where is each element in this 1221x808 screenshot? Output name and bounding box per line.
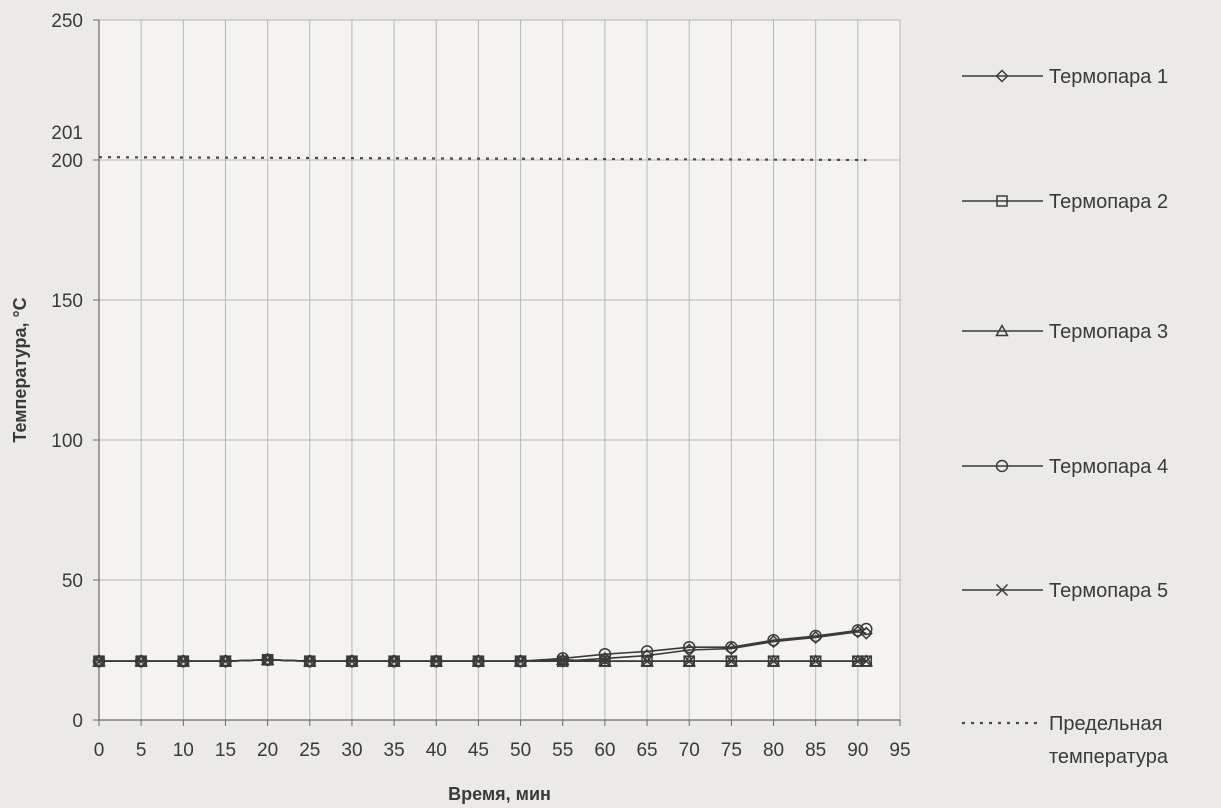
limit-line <box>98 156 867 162</box>
y-tick-label-0: 0 <box>72 711 83 732</box>
y-tick-label-250: 250 <box>51 11 83 32</box>
series-4-point-11 <box>556 652 569 665</box>
series-4-point-15 <box>725 640 738 654</box>
y-tick-labels: 0 50 100 150 200 250 201 <box>51 11 83 732</box>
y-tick-label-50: 50 <box>62 571 83 592</box>
series-5-point-9 <box>472 655 485 668</box>
x-tick-label-25: 25 <box>299 740 320 761</box>
series-5-point-19 <box>860 655 873 668</box>
grid <box>98 19 901 721</box>
series-5-point-1 <box>135 655 148 668</box>
x-tick-label-50: 50 <box>510 740 531 761</box>
legend-label-2: Термопара 2 <box>1049 191 1168 213</box>
limit-line-group <box>98 156 867 162</box>
y-tick-label-150: 150 <box>51 291 83 312</box>
y-tick-label-100: 100 <box>51 431 83 452</box>
series-5-point-4 <box>261 653 274 666</box>
legend-marker-5 <box>995 583 1009 597</box>
x-tick-label-0: 0 <box>94 740 105 761</box>
x-axis-title: Время, мин <box>448 784 551 804</box>
y-axis-title: Температура, °С <box>10 297 30 442</box>
legend-label-3: Термопара 3 <box>1049 321 1168 343</box>
series-5-point-3 <box>219 655 232 668</box>
legend-item-4: Термопара 4 <box>962 456 1168 478</box>
legend-label-limit-line-1: Предельная <box>1049 713 1162 735</box>
legend-label-4: Термопара 4 <box>1049 456 1168 478</box>
x-tick-label-70: 70 <box>679 740 700 761</box>
series-line-5 <box>99 658 867 663</box>
x-tick-label-20: 20 <box>257 740 278 761</box>
series-5-point-14 <box>683 655 696 668</box>
series-5-point-12 <box>598 655 611 668</box>
legend-label-1: Термопара 1 <box>1049 66 1168 88</box>
series-5-point-10 <box>514 655 527 668</box>
series-5-point-0 <box>92 655 106 668</box>
series-4-point-17 <box>809 629 822 643</box>
x-tick-label-10: 10 <box>173 740 194 761</box>
x-tick-label-35: 35 <box>384 740 405 761</box>
series-5-point-7 <box>388 655 401 668</box>
series-4-point-16 <box>767 633 780 647</box>
series-4-point-13 <box>640 645 654 658</box>
x-tick-label-45: 45 <box>468 740 489 761</box>
x-tick-label-95: 95 <box>889 740 910 761</box>
legend-label-limit-line-2: температура <box>1049 746 1169 768</box>
series-5-point-16 <box>767 655 780 668</box>
series-5-point-11 <box>556 655 569 668</box>
legend-marker-3 <box>995 323 1009 337</box>
x-tick-label-65: 65 <box>636 740 657 761</box>
x-tick-label-40: 40 <box>426 740 447 761</box>
series-5-point-8 <box>430 655 443 668</box>
series-5-point-13 <box>641 655 654 668</box>
legend: Термопара 1 Термопара 2 Термопара 3 Термопа… <box>962 66 1169 768</box>
plot-area <box>99 20 900 720</box>
series-5-point-5 <box>303 655 316 668</box>
x-tick-label-90: 90 <box>847 740 868 761</box>
legend-item-2: Термопара 2 <box>962 191 1168 213</box>
legend-item-limit: Предельная температура <box>962 713 1169 768</box>
x-tick-label-55: 55 <box>552 740 573 761</box>
series-5 <box>92 653 873 668</box>
x-tick-labels: 0 5 10 15 20 25 30 35 40 45 50 55 60 65 70 75 80 85 90 95 <box>94 740 911 761</box>
x-tick-label-80: 80 <box>763 740 784 761</box>
x-tick-label-5: 5 <box>136 740 147 761</box>
legend-label-limit: Предельная температура <box>1049 713 1169 768</box>
series-4-point-14 <box>682 640 696 654</box>
legend-item-5: Термопара 5 <box>962 580 1168 602</box>
series-5-point-2 <box>177 655 190 668</box>
x-tick-label-85: 85 <box>805 740 826 761</box>
x-tick-label-60: 60 <box>594 740 615 761</box>
legend-marker-2 <box>996 195 1008 207</box>
y-extra-label-201: 201 <box>51 123 83 144</box>
legend-item-3: Термопара 3 <box>962 321 1168 343</box>
x-tick-label-30: 30 <box>341 740 362 761</box>
series-5-point-18 <box>851 655 864 668</box>
series-4-point-19 <box>860 622 873 636</box>
legend-marker-1 <box>995 69 1009 83</box>
series-4-point-12 <box>598 647 612 661</box>
legend-label-5: Термопара 5 <box>1049 580 1168 602</box>
series-4-point-18 <box>851 624 865 637</box>
series-5-point-6 <box>345 655 358 668</box>
series-group <box>92 622 874 668</box>
x-tick-label-75: 75 <box>721 740 742 761</box>
axes <box>93 19 901 726</box>
series-5-point-15 <box>725 655 738 668</box>
legend-marker-4 <box>995 459 1009 473</box>
y-tick-label-200: 200 <box>51 151 83 172</box>
series-5-point-17 <box>809 655 822 668</box>
x-tick-label-15: 15 <box>215 740 236 761</box>
legend-item-1: Термопара 1 <box>962 66 1168 88</box>
